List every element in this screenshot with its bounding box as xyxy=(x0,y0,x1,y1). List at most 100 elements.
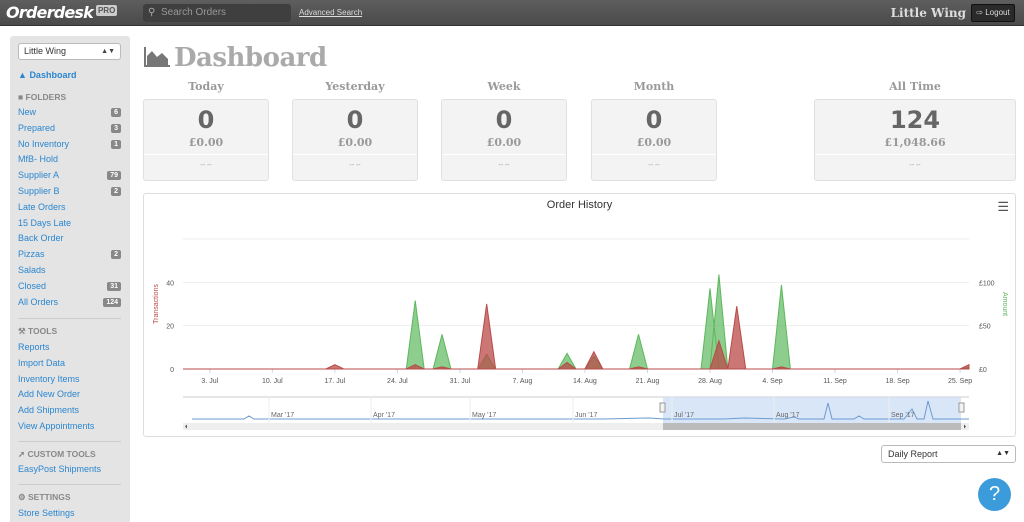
sidebar-item-tool[interactable]: View Appointments xyxy=(18,421,95,431)
sidebar-item-folder[interactable]: Closed xyxy=(18,281,46,291)
sidebar-item-custom-tool[interactable]: EasyPost Shipments xyxy=(18,464,102,474)
series-transactions xyxy=(183,303,970,370)
stat-count: 124 xyxy=(889,106,941,134)
sidebar-item-folder[interactable]: Supplier B xyxy=(18,186,60,196)
stat-footer: -- -- xyxy=(498,162,510,169)
stat-amount: £0.00 xyxy=(337,136,373,149)
sidebar-item-label: No Inventory xyxy=(18,138,70,149)
area-chart-icon: ▲ xyxy=(18,70,27,80)
stat-footer: -- -- xyxy=(909,162,921,169)
count-badge: 2 xyxy=(111,187,121,196)
navigator-label: Apr '17 xyxy=(373,412,395,419)
scroll-right-icon[interactable] xyxy=(964,424,966,429)
sidebar-item-label: Salads xyxy=(18,265,46,275)
settings-heading: ⚙ SETTINGS xyxy=(18,492,71,503)
area-amount xyxy=(183,274,970,370)
sidebar-item-tool[interactable]: Inventory Items xyxy=(18,373,80,384)
area-chart-icon xyxy=(144,47,170,67)
y-left-tick: 40 xyxy=(166,280,174,287)
sidebar-item-setting[interactable]: Store Settings xyxy=(18,508,75,518)
brand: Orderdesk PRO xyxy=(6,3,118,22)
sidebar-item-tool[interactable]: Reports xyxy=(18,342,50,352)
sidebar-item-folder[interactable]: Prepared xyxy=(18,123,55,133)
scrollbar-track[interactable] xyxy=(183,423,969,430)
stat-amount: £0.00 xyxy=(188,136,224,149)
report-select[interactable]: Daily Report ▲▼ xyxy=(881,445,1016,463)
divider xyxy=(815,154,1015,155)
hamburger-menu-icon[interactable]: ☰ xyxy=(997,199,1009,214)
store-select-value: Little Wing xyxy=(24,46,67,56)
magic-wand-icon: ➚ xyxy=(18,449,26,459)
order-history-chart: 0 20 40 £0 £50 £100 Transactions Amount 3. Jul 10… xyxy=(143,193,1016,437)
sidebar-item-label: Late Orders xyxy=(18,201,66,212)
area-transactions xyxy=(183,303,970,370)
stat-label: Month xyxy=(633,80,675,93)
sidebar-item-folder[interactable]: 15 Days Late xyxy=(18,218,71,228)
x-tick-label: 3. Jul xyxy=(201,378,218,385)
x-tick-label: 25. Sep xyxy=(948,378,972,385)
folder-icon: ■ xyxy=(18,92,24,102)
navigator-label: Aug '17 xyxy=(776,412,800,419)
count-badge: 31 xyxy=(107,281,121,291)
report-select-value: Daily Report xyxy=(888,449,938,459)
advanced-search-link[interactable]: Advanced Search xyxy=(299,8,363,17)
sidebar-item-folder[interactable]: MfB- Hold xyxy=(18,154,58,164)
sidebar-item-folder[interactable]: Salads xyxy=(18,265,46,275)
sidebar-item-label: Prepared xyxy=(18,122,56,133)
scroll-left-icon[interactable] xyxy=(185,424,187,429)
sidebar-item-tool[interactable]: Add New Order xyxy=(18,389,81,400)
search-icon: ⚲ xyxy=(148,7,156,18)
stat-card: 0 £0.00 -- -- xyxy=(143,99,269,181)
x-tick-label: 7. Aug xyxy=(512,378,532,385)
sidebar-item-dashboard[interactable]: ▲ Dashboard xyxy=(18,70,76,80)
x-tick-label: 11. Sep xyxy=(823,378,847,385)
stat-card: 124 £1,048.66 -- -- xyxy=(814,99,1016,181)
sidebar-item-folder[interactable]: Back Order xyxy=(18,233,64,243)
y-left-tick: 0 xyxy=(170,367,174,374)
sidebar-item-folder[interactable]: Late Orders xyxy=(18,202,66,212)
tools-heading: ⚒ TOOLS xyxy=(18,326,57,337)
navigator-handle-right[interactable] xyxy=(958,402,965,413)
help-button[interactable]: ? xyxy=(978,478,1011,511)
stat-label: Week xyxy=(487,80,521,93)
wrench-icon: ⚒ xyxy=(18,326,26,336)
heading-label: TOOLS xyxy=(28,326,58,336)
sidebar: Little Wing ▲▼ ▲ Dashboard ■ FOLDERS New 6… xyxy=(10,36,130,522)
page-title: Dashboard xyxy=(144,43,327,73)
stat-amount: £0.00 xyxy=(486,136,522,149)
count-badge: 2 xyxy=(111,250,121,260)
x-tick-label: 31. Jul xyxy=(450,378,471,385)
scrollbar-thumb[interactable] xyxy=(663,423,961,430)
y-right-tick: £50 xyxy=(979,324,991,331)
sidebar-item-tool[interactable]: Add Shipments xyxy=(18,405,80,416)
store-select[interactable]: Little Wing ▲▼ xyxy=(18,43,121,60)
sidebar-item-folder[interactable]: New xyxy=(18,107,36,117)
count-badge: 79 xyxy=(107,171,121,181)
heading-label: FOLDERS xyxy=(25,92,67,102)
sidebar-item-label: All Orders xyxy=(18,296,59,307)
sidebar-item-label: MfB- Hold xyxy=(18,154,59,165)
x-tick-label: 17. Jul xyxy=(325,378,346,385)
sidebar-item-folder[interactable]: No Inventory xyxy=(18,139,69,149)
stat-card: 0 £0.00 -- -- xyxy=(441,99,567,181)
sidebar-item-label: Back Order xyxy=(18,233,64,244)
search-input[interactable]: ⚲ Search Orders xyxy=(143,4,291,22)
y-left-tick: 20 xyxy=(166,324,174,331)
select-arrows-icon: ▲▼ xyxy=(996,450,1010,457)
sidebar-item-folder[interactable]: All Orders xyxy=(18,297,58,307)
navigator-handle-left[interactable] xyxy=(659,402,666,413)
sidebar-item-label: Pizzas xyxy=(18,249,45,260)
sidebar-item-tool[interactable]: Import Data xyxy=(18,357,66,368)
y-left-label: Transactions xyxy=(153,284,160,324)
x-tick-label: 28. Aug xyxy=(698,378,722,385)
sidebar-item-folder[interactable]: Pizzas xyxy=(18,249,45,259)
logout-button[interactable]: ⇨ Logout xyxy=(971,4,1015,22)
sidebar-item-folder[interactable]: Supplier A xyxy=(18,170,59,180)
stat-count: 0 xyxy=(197,106,215,134)
stat-footer: -- -- xyxy=(349,162,361,169)
gear-icon: ⚙ xyxy=(18,492,26,502)
orderdesk-logo[interactable]: Orderdesk xyxy=(6,3,94,22)
stat-count: 0 xyxy=(645,106,663,134)
x-tick-label: 14. Aug xyxy=(573,378,597,385)
sidebar-item-label: Dashboard xyxy=(29,70,77,80)
